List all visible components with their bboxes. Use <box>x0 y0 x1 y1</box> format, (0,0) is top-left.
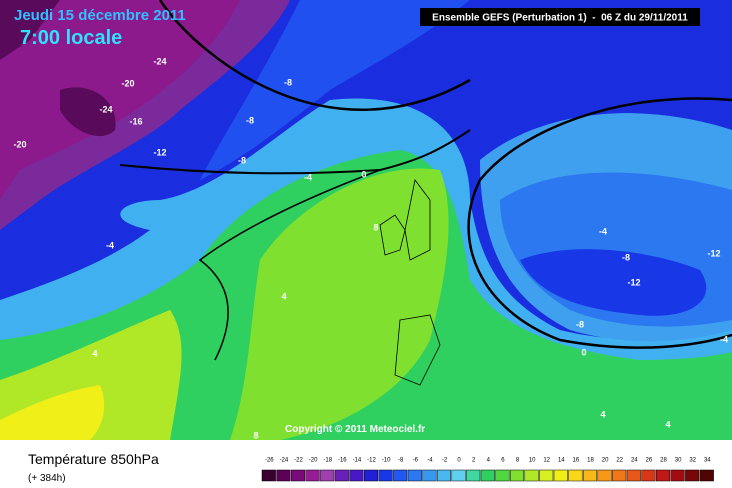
scale-label: -26 <box>265 458 274 464</box>
scale-label: -4 <box>427 458 433 464</box>
header-box <box>420 8 700 26</box>
scale-swatch <box>422 469 437 482</box>
scale-swatch <box>495 469 510 482</box>
scale-swatch <box>509 469 525 482</box>
scale-swatch <box>466 469 481 482</box>
contour-label: 0 <box>581 347 586 357</box>
scale-swatch <box>699 469 714 482</box>
contour-label: 0 <box>361 169 366 179</box>
scale-swatch <box>407 469 422 482</box>
legend-subtitle: (+ 384h) <box>28 473 66 484</box>
contour-label: -12 <box>153 147 166 157</box>
scale-swatch <box>393 469 408 482</box>
scale-label: 6 <box>501 458 505 464</box>
scale-swatch <box>568 469 583 482</box>
scale-label: -20 <box>309 458 318 464</box>
scale-swatch <box>290 469 306 482</box>
legend-title: Température 850hPa <box>28 451 159 467</box>
scale-swatch <box>582 469 598 482</box>
scale-swatch <box>349 469 364 482</box>
scale-label: 26 <box>646 458 653 464</box>
time: 7:00 locale <box>20 27 122 49</box>
contour-label: -8 <box>238 155 246 165</box>
contour-label: -12 <box>627 277 640 287</box>
scale-swatch <box>612 469 627 482</box>
scale-label: -14 <box>353 458 362 464</box>
contour-label: -8 <box>284 77 292 87</box>
scale-label: 28 <box>660 458 667 464</box>
scale-swatch <box>539 469 554 482</box>
scale-label: -8 <box>398 458 404 464</box>
scale-label: 12 <box>543 458 550 464</box>
scale-swatch <box>436 469 452 482</box>
scale-label: 8 <box>516 458 520 464</box>
contour-label: -12 <box>707 248 720 258</box>
contour-label: -4 <box>304 172 312 182</box>
date: Jeudi 15 décembre 2011 <box>14 7 186 24</box>
contour-label: -8 <box>622 252 630 262</box>
scale-label: -12 <box>367 458 376 464</box>
scale-label: 14 <box>558 458 565 464</box>
copyright: Copyright © 2011 Meteociel.fr <box>285 424 425 435</box>
scale-swatch <box>626 469 641 482</box>
scale-swatch <box>553 469 568 482</box>
scale-label: 32 <box>689 458 696 464</box>
scale-swatch <box>451 469 466 482</box>
contour-label: -20 <box>121 78 134 88</box>
scale-label: 22 <box>616 458 623 464</box>
scale-label: 0 <box>457 458 461 464</box>
map: -24 -20 -24 -16 -20 -12 -8 -8 -8 -4 0 -4 4 4 8 0 -4 -8 -12… <box>0 0 732 440</box>
contour-label: -24 <box>153 56 166 66</box>
contour-label: 4 <box>600 409 605 419</box>
scale-swatch <box>334 469 349 482</box>
scale-label: -22 <box>294 458 303 464</box>
scale-label: 16 <box>573 458 580 464</box>
scale-swatch <box>261 469 276 482</box>
scale-swatch <box>320 469 335 482</box>
scale-label: 4 <box>487 458 491 464</box>
scale-label: 20 <box>602 458 609 464</box>
contour-label: -4 <box>720 334 728 344</box>
scale-swatch <box>480 469 495 482</box>
contour-label: -16 <box>129 116 142 126</box>
scale-swatch <box>378 469 393 482</box>
scale-label: -6 <box>413 458 419 464</box>
scale-label: -2 <box>442 458 448 464</box>
scale-swatch <box>524 469 539 482</box>
scale-swatch <box>363 469 379 482</box>
contour-label: 8 <box>253 430 258 440</box>
contour-label: 4 <box>281 291 286 301</box>
scale-swatch <box>305 469 320 482</box>
contour-label: 4 <box>665 419 670 429</box>
scale-swatch <box>685 469 700 482</box>
scale-label: -24 <box>280 458 289 464</box>
contour-label: 4 <box>92 348 97 358</box>
scale-label: 24 <box>631 458 638 464</box>
contour-label: -8 <box>246 115 254 125</box>
contour-label: -4 <box>106 240 114 250</box>
scale-label: 18 <box>587 458 594 464</box>
scale-label: -16 <box>338 458 347 464</box>
scale-label: 34 <box>704 458 711 464</box>
scale-label: -18 <box>323 458 332 464</box>
scale-swatch <box>655 469 671 482</box>
scale-label: 10 <box>529 458 536 464</box>
scale-label: -10 <box>382 458 391 464</box>
scale-swatch <box>670 469 685 482</box>
scale-label: 30 <box>675 458 682 464</box>
contour-label: -8 <box>576 319 584 329</box>
scale-swatch <box>597 469 612 482</box>
scale-swatch <box>641 469 656 482</box>
contour-label: -4 <box>599 226 607 236</box>
color-scale: -26 -24 -22 -20 -18 -16 -14 -12 -10 -8 -6 -4 -2 0 2 4 6 8… <box>261 458 714 482</box>
scale-swatch <box>276 469 291 482</box>
model-title: Ensemble GEFS (Perturbation 1) - 06 Z du… <box>432 13 688 24</box>
contour-labels: -24 -20 -24 -16 -20 -12 -8 -8 -8 -4 0 -4 4 4 8 0 -4 -8 -12… <box>13 56 728 440</box>
contour-label: -20 <box>13 139 26 149</box>
contour-label: -24 <box>99 104 112 114</box>
scale-label: 2 <box>472 458 476 464</box>
contour-label: 8 <box>373 222 378 232</box>
